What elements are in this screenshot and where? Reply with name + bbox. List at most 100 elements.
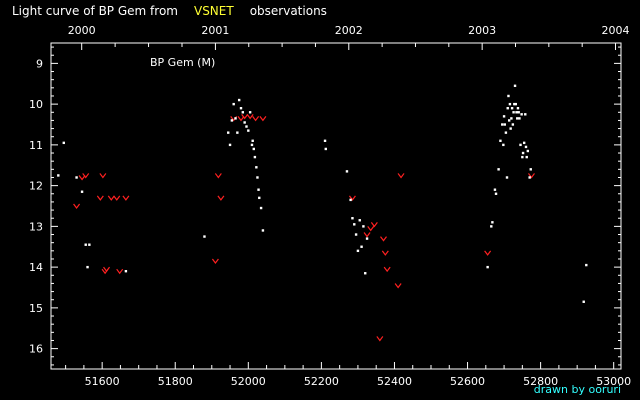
detection-point — [494, 192, 498, 195]
x-tick-label: 52600 — [450, 375, 485, 388]
detection-point — [502, 115, 506, 118]
detection-point — [513, 102, 516, 106]
detection-point — [585, 263, 588, 267]
detection-point — [524, 145, 528, 149]
detection-point — [510, 107, 514, 110]
upper-limit-point — [484, 250, 492, 256]
year-label: 2003 — [468, 24, 496, 37]
detection-point — [354, 233, 358, 236]
title-prefix: Light curve of BP Gem from — [12, 4, 178, 18]
x-tick-label: 51600 — [85, 375, 120, 388]
detection-point — [486, 265, 489, 269]
x-tick-label: 53000 — [596, 375, 631, 388]
detection-point — [250, 143, 254, 147]
detection-point — [504, 131, 508, 134]
y-tick-label: 16 — [29, 343, 43, 356]
detection-point — [57, 174, 60, 177]
detection-point — [497, 168, 500, 171]
upper-limit-point — [348, 195, 356, 201]
title-source: VSNET — [194, 4, 234, 18]
upper-limit-point — [113, 195, 121, 201]
detection-point — [243, 121, 246, 124]
detection-point — [499, 139, 502, 142]
upper-limit-point — [370, 221, 378, 228]
detection-point — [526, 149, 530, 153]
upper-limit-point — [96, 195, 104, 201]
detection-point — [259, 206, 263, 210]
detection-point — [507, 119, 511, 122]
upper-limit-point — [107, 195, 115, 201]
upper-limit-point — [394, 283, 402, 289]
x-tick-label: 52800 — [523, 375, 558, 388]
detection-point — [529, 168, 532, 171]
detection-point — [80, 190, 84, 193]
detection-point — [255, 166, 258, 169]
year-label: 2000 — [68, 24, 96, 37]
detection-point — [251, 139, 254, 142]
detection-point — [203, 235, 206, 238]
detection-point — [248, 111, 252, 114]
upper-limit-point — [259, 116, 267, 122]
detection-point — [525, 155, 528, 159]
detection-point — [84, 243, 87, 246]
upper-limit-point — [211, 258, 219, 265]
upper-limit-point — [241, 113, 249, 120]
title-suffix: observations — [250, 4, 327, 18]
x-tick-label: 52200 — [304, 375, 339, 388]
detection-point — [516, 107, 520, 110]
detection-point — [520, 113, 523, 116]
detection-point — [86, 265, 89, 269]
detection-point — [506, 107, 509, 110]
detection-point — [88, 243, 91, 246]
detection-point — [508, 102, 512, 106]
axis-tick-labels: 51600 51800 52000 52200 52400 52600 52800 53000… — [29, 24, 631, 388]
detection-point — [261, 229, 265, 232]
upper-limit-point — [252, 116, 260, 122]
legend-label: BP Gem (M) — [150, 56, 215, 69]
detection-point — [507, 94, 510, 98]
y-tick-label: 10 — [29, 98, 43, 111]
detection-point — [247, 129, 250, 132]
detection-point — [256, 176, 259, 179]
detection-point — [351, 217, 354, 220]
upper-limit-point — [376, 336, 384, 342]
upper-limit-point — [103, 266, 111, 273]
x-tick-label: 51800 — [158, 375, 193, 388]
detection-point — [323, 139, 327, 142]
detection-point — [360, 245, 363, 248]
upper-limit-point — [528, 173, 535, 179]
detection-point — [230, 119, 234, 122]
detection-point — [62, 141, 65, 145]
detection-point — [521, 155, 524, 159]
detection-point — [239, 107, 243, 110]
detection-point — [510, 117, 513, 120]
detection-point — [364, 272, 367, 275]
upper-limit-point — [381, 250, 389, 256]
detection-marks — [57, 84, 588, 303]
x-tick-label: 52400 — [377, 375, 412, 388]
year-label: 2002 — [335, 24, 363, 37]
detection-point — [356, 249, 360, 253]
upper-limit-point — [380, 236, 387, 242]
detection-point — [518, 117, 521, 120]
upper-limit-point — [122, 195, 130, 201]
detection-point — [245, 125, 248, 128]
plot-area-frame — [50, 42, 622, 370]
detection-point — [519, 143, 522, 147]
detection-point — [258, 196, 261, 200]
upper-limit-point — [217, 195, 225, 201]
detection-point — [358, 219, 361, 222]
detection-point — [511, 123, 515, 126]
upper-limit-point — [99, 173, 107, 179]
detection-point — [234, 117, 237, 120]
detection-point — [365, 237, 369, 240]
detection-point — [252, 147, 255, 151]
upper-limit-point — [363, 232, 371, 238]
detection-point — [236, 131, 239, 134]
credit-text: drawn by ooruri — [534, 383, 621, 396]
detection-point — [528, 176, 531, 179]
upper-limit-point — [397, 173, 405, 179]
upper-limit-point — [116, 268, 124, 275]
y-tick-label: 15 — [29, 302, 43, 315]
